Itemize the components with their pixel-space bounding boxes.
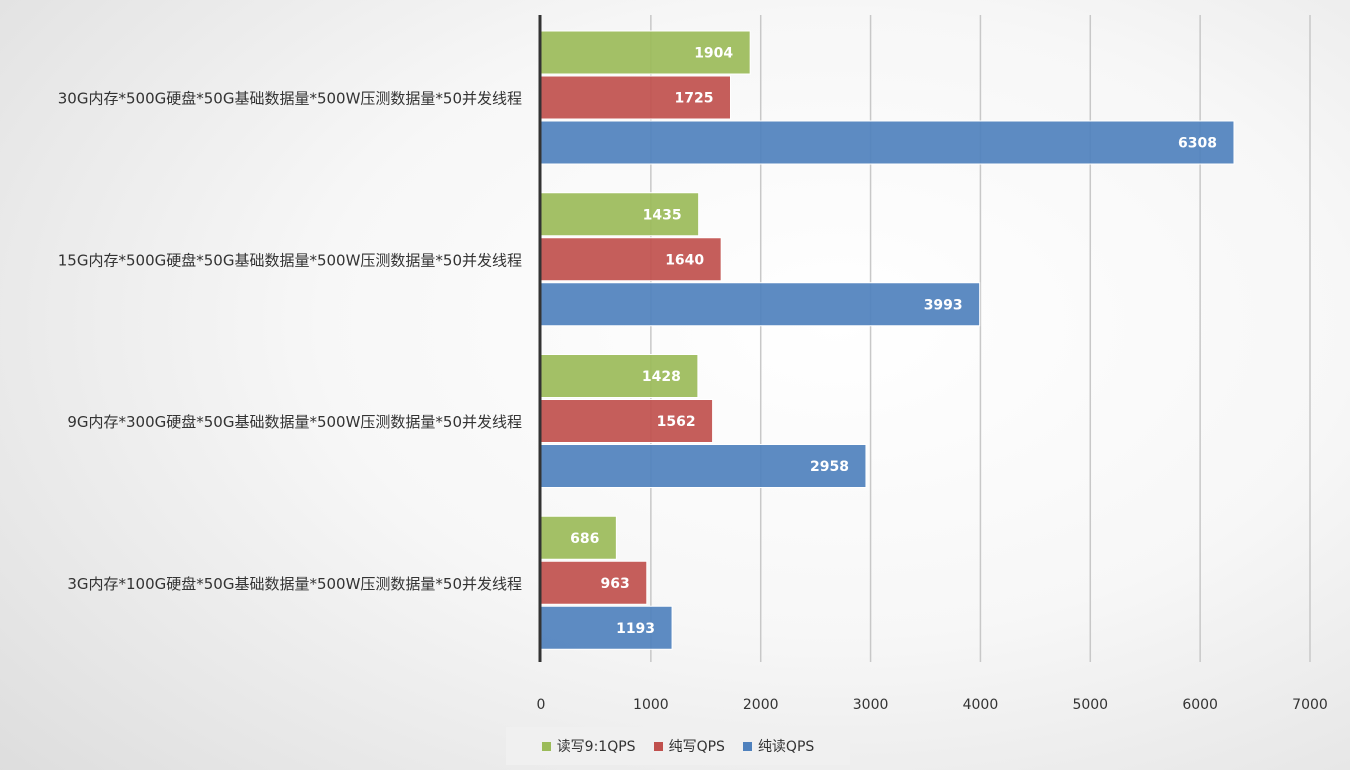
legend-swatch xyxy=(541,741,551,751)
bar xyxy=(540,444,867,488)
x-tick-label: 2000 xyxy=(743,697,779,713)
legend-item: 纯读QPS xyxy=(742,736,815,756)
bar xyxy=(540,354,699,398)
legend-swatch xyxy=(653,741,663,751)
data-label: 1904 xyxy=(694,46,733,62)
data-labels: 1904 1725 6308 1435 1640 3993 1428 1562 2958 686 9… xyxy=(570,46,1217,637)
grid-lines xyxy=(650,15,1311,662)
category-label: 30G内存*500G硬盘*50G基础数据量*500W压测数据量*50并发线程 xyxy=(58,90,522,108)
bar xyxy=(540,515,617,560)
legend-label: 读写9:1QPS xyxy=(556,739,636,755)
legend-item: 纯写QPS xyxy=(653,736,725,756)
bar xyxy=(540,192,700,237)
bar xyxy=(540,560,648,605)
category-label: 15G内存*500G硬盘*50G基础数据量*500W压测数据量*50并发线程 xyxy=(58,251,522,269)
bar xyxy=(540,120,1235,165)
bar xyxy=(540,282,981,327)
legend-swatch xyxy=(742,741,752,751)
data-label: 1428 xyxy=(642,369,681,385)
legend-label: 纯读QPS xyxy=(757,739,815,755)
data-label: 1725 xyxy=(675,91,714,107)
x-tick-label: 6000 xyxy=(1182,697,1218,713)
category-labels: 30G内存*500G硬盘*50G基础数据量*500W压测数据量*50并发线程 15… xyxy=(58,90,522,593)
x-tick-label: 0 xyxy=(537,697,546,713)
data-label: 1193 xyxy=(616,621,655,637)
data-label: 6308 xyxy=(1178,136,1217,152)
data-label: 3993 xyxy=(924,297,963,313)
data-label: 686 xyxy=(570,531,599,547)
data-label: 1562 xyxy=(657,414,696,430)
data-label: 2958 xyxy=(810,459,849,475)
legend-label: 纯写QPS xyxy=(668,739,725,755)
x-tick-label: 3000 xyxy=(853,697,889,713)
x-tick-label: 7000 xyxy=(1292,697,1328,713)
bar xyxy=(540,399,714,443)
legend: 读写9:1QPS 纯写QPS 纯读QPS xyxy=(506,727,850,765)
data-label: 1640 xyxy=(665,252,704,268)
category-label: 3G内存*100G硬盘*50G基础数据量*500W压测数据量*50并发线程 xyxy=(67,575,522,593)
bar xyxy=(540,75,732,120)
bars xyxy=(540,30,1235,650)
legend-item: 读写9:1QPS xyxy=(541,736,636,756)
x-tick-label: 5000 xyxy=(1072,697,1108,713)
category-label: 9G内存*300G硬盘*50G基础数据量*500W压测数据量*50并发线程 xyxy=(67,413,522,431)
data-label: 963 xyxy=(601,576,630,592)
x-tick-label: 1000 xyxy=(633,697,669,713)
x-tick-label: 4000 xyxy=(963,697,999,713)
x-tick-labels: 0 1000 2000 3000 4000 5000 6000 7000 xyxy=(537,697,1328,713)
data-label: 1435 xyxy=(643,207,682,223)
